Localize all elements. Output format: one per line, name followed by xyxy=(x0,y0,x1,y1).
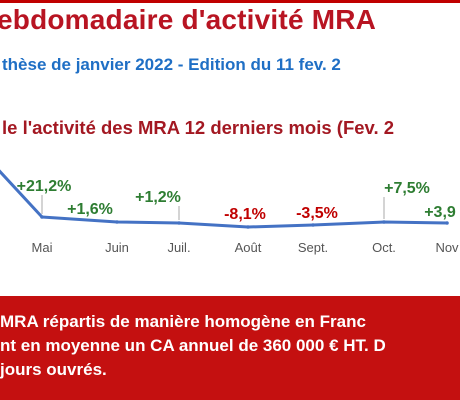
data-point xyxy=(445,221,449,225)
x-tick-label: Sept. xyxy=(298,240,328,255)
x-tick-label: Mai xyxy=(32,240,53,255)
footer-line-3: jours ouvrés. xyxy=(0,360,107,379)
subtitle: thèse de janvier 2022 - Edition du 11 fe… xyxy=(2,55,341,74)
x-tick-label: Juil. xyxy=(167,240,190,255)
data-point xyxy=(382,220,386,224)
chart-title: le l'activité des MRA 12 derniers mois (… xyxy=(2,117,395,138)
x-tick-label: Oct. xyxy=(372,240,396,255)
data-label: +1,2% xyxy=(135,189,181,206)
footer-panel: MRA répartis de manière homogène en Fran… xyxy=(0,296,460,400)
data-label: +1,6% xyxy=(67,201,113,218)
x-tick-label: Nov xyxy=(435,240,459,255)
data-point xyxy=(246,225,250,229)
data-point xyxy=(115,220,119,224)
top-rule xyxy=(0,0,460,3)
data-label: +21,2% xyxy=(17,178,72,195)
main-title: ebdomadaire d'activité MRA xyxy=(0,4,377,35)
data-label: -8,1% xyxy=(224,206,266,223)
series-line xyxy=(0,169,448,229)
data-point xyxy=(311,223,315,227)
data-label: +7,5% xyxy=(384,180,430,197)
line-chart: %+21,2%+1,6%+1,2%-8,1%-3,5%+7,5%+3,9MaiJ… xyxy=(0,169,459,255)
footer-line-2: nt en moyenne un CA annuel de 360 000 € … xyxy=(0,336,386,355)
data-point xyxy=(40,215,44,219)
x-tick-label: Juin xyxy=(105,240,129,255)
footer-line-1: MRA répartis de manière homogène en Fran… xyxy=(0,312,366,331)
data-label: +3,9 xyxy=(424,204,456,221)
data-point xyxy=(177,221,181,225)
data-label: -3,5% xyxy=(296,205,338,222)
x-tick-label: Août xyxy=(235,240,262,255)
